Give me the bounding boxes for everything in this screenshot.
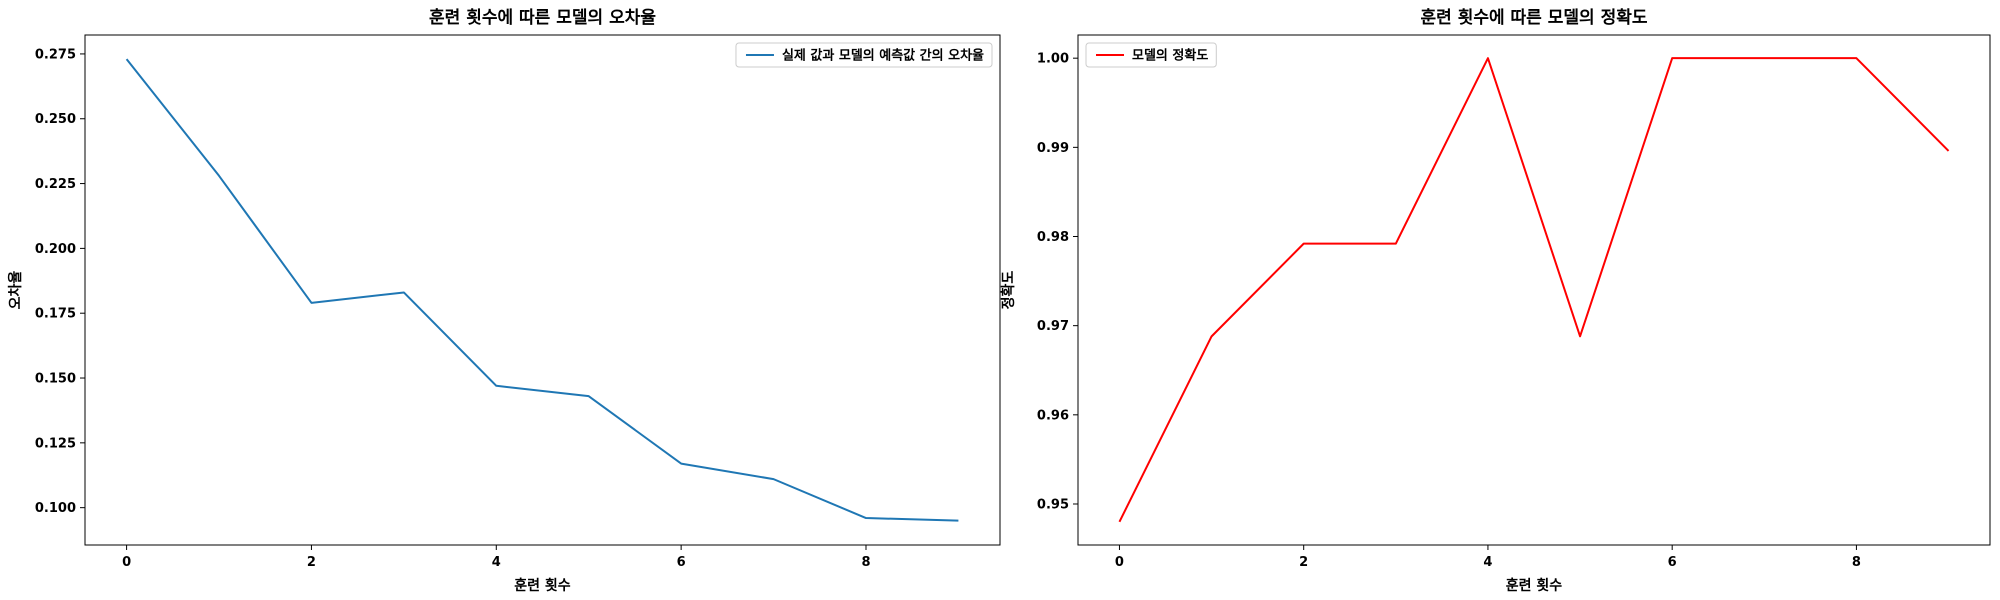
y-tick-label: 0.200 — [35, 242, 76, 257]
x-tick-label: 8 — [861, 555, 870, 570]
x-tick-label: 6 — [677, 555, 686, 570]
x-tick-label: 6 — [1668, 555, 1677, 570]
plot-frame — [84, 34, 1001, 546]
plot-frame — [1077, 34, 1991, 546]
y-tick-label: 0.275 — [35, 47, 76, 62]
series-line — [125, 58, 959, 522]
y-tick-label: 0.97 — [1037, 319, 1069, 334]
y-tick-label: 0.95 — [1037, 497, 1069, 512]
x-axis-label: 훈련 횟수 — [1506, 577, 1563, 594]
y-tick-label: 0.225 — [35, 177, 76, 192]
y-tick-label: 0.150 — [35, 372, 76, 387]
y-axis-label: 오차율 — [7, 271, 24, 310]
legend: 실제 값과 모델의 예측값 간의 오차율 — [735, 42, 993, 68]
x-axis-label: 훈련 횟수 — [514, 577, 571, 594]
accuracy-chart: 훈련 횟수에 따른 모델의 정확도 0 2 4 6 8 0.95 0.96 0.97 0.98 0.… — [1000, 7, 1991, 594]
y-tick-label: 0.96 — [1037, 408, 1069, 423]
legend: 모델의 정확도 — [1085, 42, 1217, 68]
x-tick-label: 4 — [1483, 555, 1492, 570]
y-tick-label: 1.00 — [1037, 52, 1069, 67]
x-tick-label: 2 — [307, 555, 316, 570]
y-tick-label: 0.98 — [1037, 230, 1069, 245]
y-tick-label: 0.125 — [35, 436, 76, 451]
x-tick-label: 2 — [1299, 555, 1308, 570]
y-tick-label: 0.100 — [35, 501, 76, 516]
chart-title: 훈련 횟수에 따른 모델의 정확도 — [1421, 7, 1648, 28]
x-tick-label: 4 — [492, 555, 501, 570]
series-line — [1118, 57, 1950, 523]
y-tick-label: 0.99 — [1037, 141, 1069, 156]
legend-box — [735, 42, 993, 68]
x-tick-label: 0 — [122, 555, 131, 570]
x-tick-label: 8 — [1852, 555, 1861, 570]
chart-title: 훈련 횟수에 따른 모델의 오차율 — [429, 7, 656, 28]
legend-box — [1085, 42, 1217, 68]
y-tick-label: 0.250 — [35, 112, 76, 127]
legend-label: 모델의 정확도 — [1132, 48, 1208, 64]
y-axis-label: 정확도 — [1000, 271, 1017, 310]
error-rate-chart: 훈련 횟수에 따른 모델의 오차율 0 2 4 6 8 0.100 0.125 0.150 0.1… — [7, 7, 1001, 594]
x-tick-label: 0 — [1115, 555, 1124, 570]
legend-label: 실제 값과 모델의 예측값 간의 오차율 — [782, 48, 984, 64]
y-tick-label: 0.175 — [35, 307, 76, 322]
